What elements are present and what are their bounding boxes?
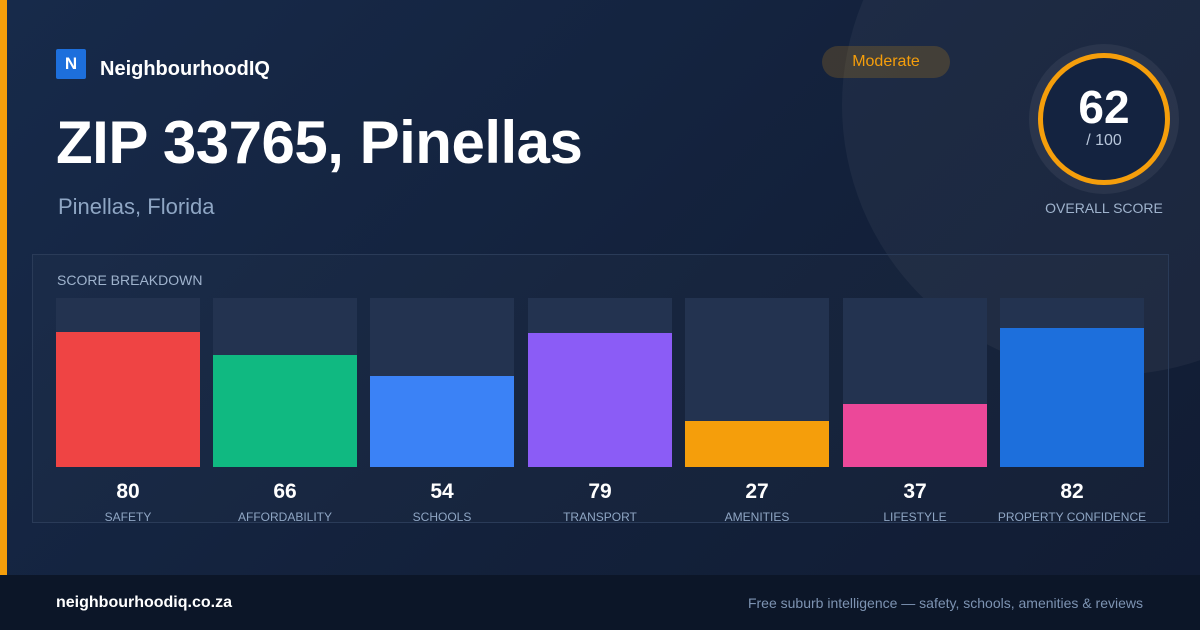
bar-track bbox=[685, 298, 829, 467]
location-subtitle: Pinellas, Florida bbox=[58, 194, 215, 219]
bar-label: TRANSPORT bbox=[563, 510, 637, 524]
bar-fill bbox=[843, 404, 987, 467]
bar-label: SAFETY bbox=[104, 510, 152, 524]
footer-tagline: Free suburb intelligence — safety, schoo… bbox=[747, 595, 1143, 611]
score-breakdown-panel: SCORE BREAKDOWN 80 SAFETY 66 AFFORDABILITY 5… bbox=[32, 254, 1169, 524]
bar-fill bbox=[370, 376, 514, 467]
brand[interactable]: N NeighbourhoodIQ bbox=[56, 46, 270, 81]
overall-score-dial: 62 / 100 bbox=[1029, 44, 1179, 194]
rating-badge: Moderate bbox=[822, 46, 950, 78]
overall-score-label: OVERALL SCORE bbox=[1045, 200, 1163, 216]
bar-fill bbox=[56, 332, 200, 467]
bar-value: 79 bbox=[588, 480, 612, 503]
brand-logo-icon: N bbox=[56, 48, 86, 79]
bar-track bbox=[213, 298, 357, 467]
page-title: ZIP 33765, Pinellas bbox=[56, 109, 583, 176]
bar-fill bbox=[1000, 328, 1144, 467]
brand-name: NeighbourhoodIQ bbox=[100, 58, 270, 80]
bar-track bbox=[56, 298, 200, 467]
bar-value: 66 bbox=[273, 480, 297, 503]
bar-fill bbox=[213, 355, 357, 467]
bar-value: 80 bbox=[116, 480, 140, 503]
left-accent-stripe bbox=[0, 0, 7, 575]
bar-label: LIFESTYLE bbox=[883, 510, 947, 524]
bar-value: 37 bbox=[903, 480, 927, 503]
bar-track bbox=[1000, 298, 1144, 467]
overall-score-max: / 100 bbox=[1086, 132, 1122, 149]
footer: neighbourhoodiq.co.za Free suburb intell… bbox=[0, 575, 1200, 630]
bar-value: 27 bbox=[745, 480, 769, 503]
score-ring bbox=[1038, 53, 1170, 185]
footer-url-link[interactable]: neighbourhoodiq.co.za bbox=[56, 594, 232, 611]
bar-track bbox=[843, 298, 987, 467]
bar-value: 82 bbox=[1060, 480, 1084, 503]
bar-fill bbox=[528, 333, 672, 467]
bar-value: 54 bbox=[430, 480, 454, 503]
bar-label: SCHOOLS bbox=[412, 510, 472, 524]
bar-fill bbox=[685, 421, 829, 467]
bar-track bbox=[528, 298, 672, 467]
bar-label: PROPERTY CONFIDENCE bbox=[997, 510, 1147, 524]
score-breakdown-title: SCORE BREAKDOWN bbox=[57, 272, 203, 288]
bar-track bbox=[370, 298, 514, 467]
bar-label: AFFORDABILITY bbox=[237, 510, 332, 524]
overall-score-value: 62 bbox=[1078, 81, 1130, 133]
bar-label: AMENITIES bbox=[724, 510, 790, 524]
